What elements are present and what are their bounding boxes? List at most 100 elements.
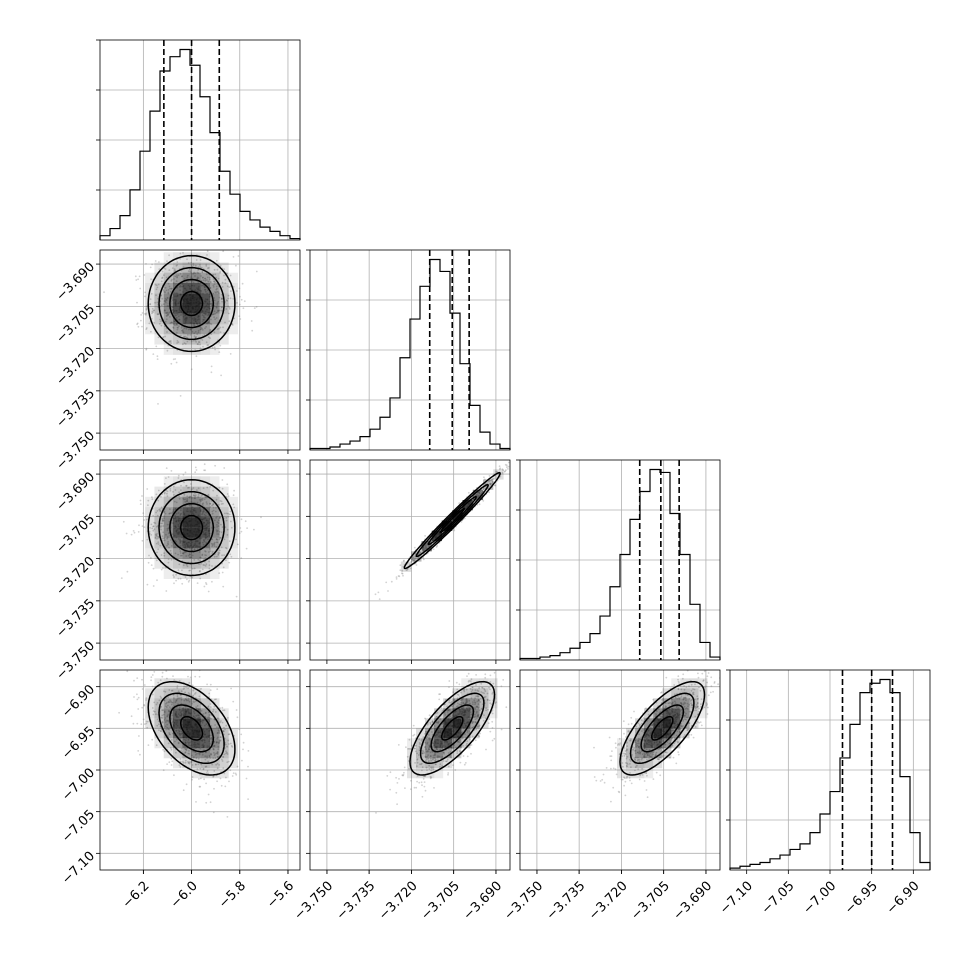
- scatter-point: [149, 303, 152, 306]
- scatter-point: [170, 280, 173, 282]
- scatter-point: [426, 769, 428, 772]
- scatter-point: [197, 487, 200, 490]
- density-cell: [210, 476, 220, 487]
- scatter-point: [212, 811, 215, 814]
- scatter-point: [224, 743, 227, 746]
- scatter-point: [176, 342, 179, 344]
- scatter-point: [504, 463, 507, 466]
- scatter-point: [190, 483, 192, 485]
- scatter-point: [171, 701, 174, 704]
- density-cell: [407, 758, 417, 769]
- scatter-point: [152, 514, 155, 517]
- scatter-point: [175, 751, 177, 754]
- scatter-point: [165, 312, 167, 314]
- scatter-point: [199, 343, 201, 346]
- scatter-point: [217, 309, 220, 312]
- scatter-point: [435, 748, 438, 751]
- scatter-point: [211, 565, 213, 567]
- scatter-point: [228, 286, 231, 288]
- scatter-point: [157, 313, 160, 315]
- scatter-point: [171, 321, 174, 324]
- scatter-point: [166, 331, 168, 333]
- scatter-point: [390, 580, 393, 583]
- scatter-point: [428, 746, 431, 749]
- density-cell: [163, 678, 173, 689]
- scatter-point: [423, 775, 426, 778]
- scatter-point: [194, 471, 197, 474]
- scatter-point: [460, 746, 462, 749]
- scatter-point: [246, 527, 249, 529]
- scatter-point: [180, 554, 183, 557]
- scatter-point: [167, 289, 170, 291]
- scatter-point: [201, 276, 204, 279]
- density-cell: [191, 548, 201, 559]
- scatter-point: [152, 525, 155, 528]
- density-cell: [200, 252, 211, 263]
- scatter-point: [156, 535, 159, 538]
- scatter-point: [236, 302, 238, 304]
- scatter-point: [425, 766, 428, 769]
- scatter-point: [213, 331, 216, 334]
- scatter-point: [489, 483, 492, 485]
- scatter-point: [458, 739, 461, 741]
- scatter-point: [160, 495, 162, 498]
- scatter-point: [478, 492, 481, 495]
- scatter-point: [213, 705, 216, 708]
- scatter-point: [472, 703, 474, 705]
- scatter-point: [150, 278, 153, 281]
- contour-lines: [147, 254, 236, 353]
- scatter-point: [206, 486, 209, 489]
- scatter-point: [424, 546, 427, 548]
- scatter-point: [520, 447, 522, 449]
- scatter-point: [213, 787, 215, 790]
- scatter-point: [429, 755, 432, 757]
- scatter-point: [137, 696, 140, 699]
- scatter-point: [156, 702, 159, 704]
- scatter-point: [190, 557, 193, 559]
- panel-frame: [309, 459, 511, 661]
- scatter-point: [188, 496, 190, 498]
- scatter-point: [201, 498, 203, 500]
- scatter-point: [175, 573, 178, 576]
- density-cell: [210, 334, 220, 345]
- scatter-point: [205, 501, 208, 503]
- scatter-point: [234, 772, 237, 775]
- density-cell: [200, 272, 211, 283]
- scatter-point: [425, 758, 428, 760]
- scatter-point: [162, 511, 165, 514]
- density-cell: [191, 718, 201, 729]
- scatter-point: [189, 495, 192, 498]
- density-cell: [443, 708, 453, 719]
- scatter-point: [155, 703, 158, 706]
- scatter-point: [150, 564, 153, 566]
- scatter-point: [153, 671, 156, 673]
- scatter-point: [143, 519, 146, 521]
- density-cell: [145, 313, 155, 325]
- scatter-point: [157, 543, 160, 545]
- scatter-point: [226, 761, 229, 764]
- density-cell: [182, 344, 192, 355]
- scatter-point: [215, 741, 218, 744]
- density-cell: [191, 568, 201, 579]
- scatter-point: [172, 326, 175, 329]
- scatter-point: [194, 751, 197, 754]
- scatter-point: [497, 667, 499, 669]
- scatter-point: [210, 734, 213, 736]
- density-cell: [163, 718, 173, 729]
- scatter-point: [180, 698, 183, 701]
- scatter-point: [514, 457, 516, 459]
- scatter-point: [197, 343, 200, 346]
- scatter-point: [155, 288, 158, 291]
- scatter-point: [415, 786, 418, 789]
- scatter-point: [474, 715, 477, 718]
- scatter-point: [212, 503, 215, 506]
- density-cell: [173, 558, 183, 569]
- scatter-point: [196, 582, 199, 584]
- scatter-point: [166, 536, 169, 538]
- scatter-point: [204, 557, 207, 559]
- density-cell: [461, 728, 471, 739]
- scatter-point: [199, 570, 201, 572]
- scatter-point: [423, 785, 426, 788]
- scatter-point: [239, 527, 242, 529]
- scatter-point: [200, 275, 203, 277]
